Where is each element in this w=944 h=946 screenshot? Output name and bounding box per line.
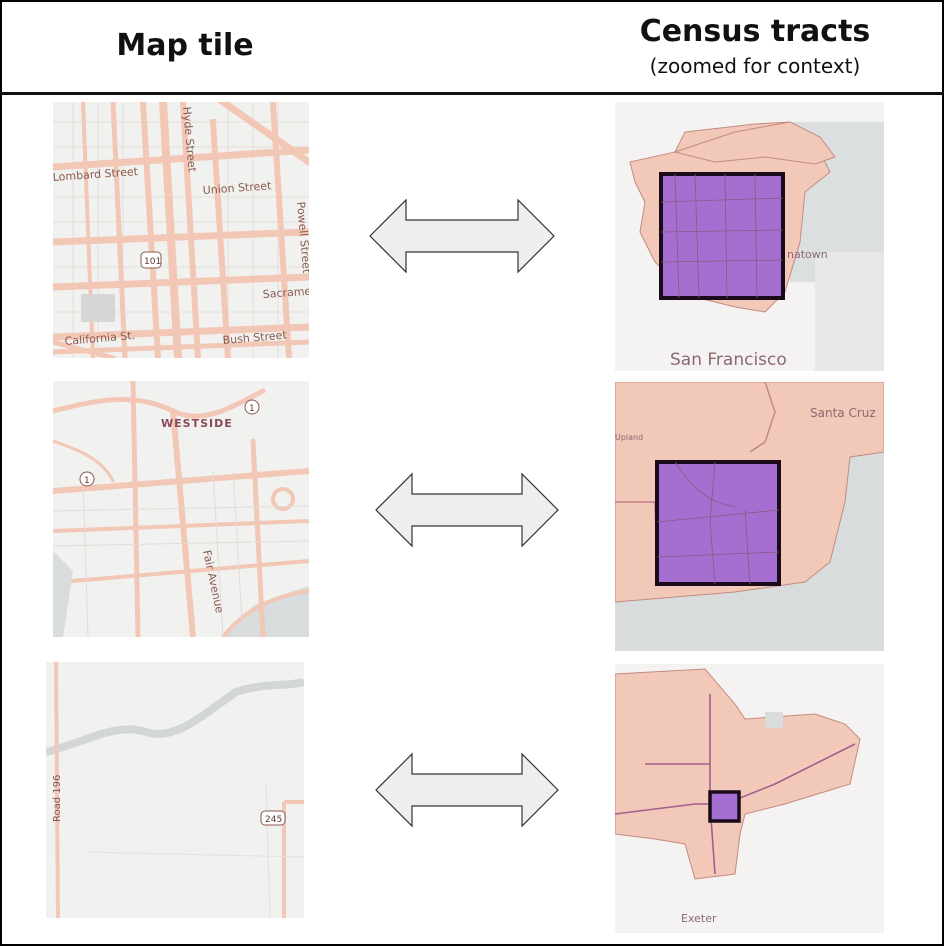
map-label: Exeter — [681, 912, 717, 925]
map-label: San Francisco — [670, 350, 787, 370]
map-label: Union Street — [202, 179, 272, 197]
map-label: Lombard Street — [53, 165, 139, 184]
route-shield: 245 — [265, 815, 282, 825]
route-shield: 1 — [249, 404, 255, 414]
map-label: Bush Street — [222, 328, 288, 347]
map-label: Sacrame — [262, 285, 309, 301]
map-tile-1: Lombard Street Union Street Powell Stree… — [53, 102, 309, 358]
map-label: Upland — [615, 433, 643, 442]
map-label: Hyde Street — [180, 106, 199, 173]
double-arrow-icon — [375, 472, 559, 548]
header-divider — [0, 92, 944, 95]
census-tracts-header: Census tracts — [639, 14, 871, 49]
map-tile-header: Map tile — [116, 28, 254, 63]
map-tile-2: WESTSIDE Fair Avenue 1 1 — [53, 381, 309, 637]
map-tile-3: Road 196 245 — [46, 662, 304, 918]
double-arrow-icon — [375, 752, 559, 828]
map-label: Fair Avenue — [200, 549, 226, 615]
census-tract-2: Santa Cruz Upland — [615, 382, 884, 651]
map-label: Powell Street — [294, 201, 309, 274]
double-arrow-icon — [369, 198, 555, 274]
highway-shield: 101 — [144, 257, 161, 267]
map-label: Santa Cruz — [810, 406, 876, 420]
census-tract-3: Exeter — [615, 664, 884, 933]
census-tracts-subheader: (zoomed for context) — [649, 54, 861, 78]
map-label: WESTSIDE — [161, 417, 233, 430]
map-label: California St. — [64, 329, 135, 348]
route-shield: 1 — [84, 476, 90, 486]
map-label: natown — [787, 248, 828, 261]
map-label: Road 196 — [52, 775, 63, 822]
census-tract-1: San Francisco natown — [615, 102, 884, 371]
